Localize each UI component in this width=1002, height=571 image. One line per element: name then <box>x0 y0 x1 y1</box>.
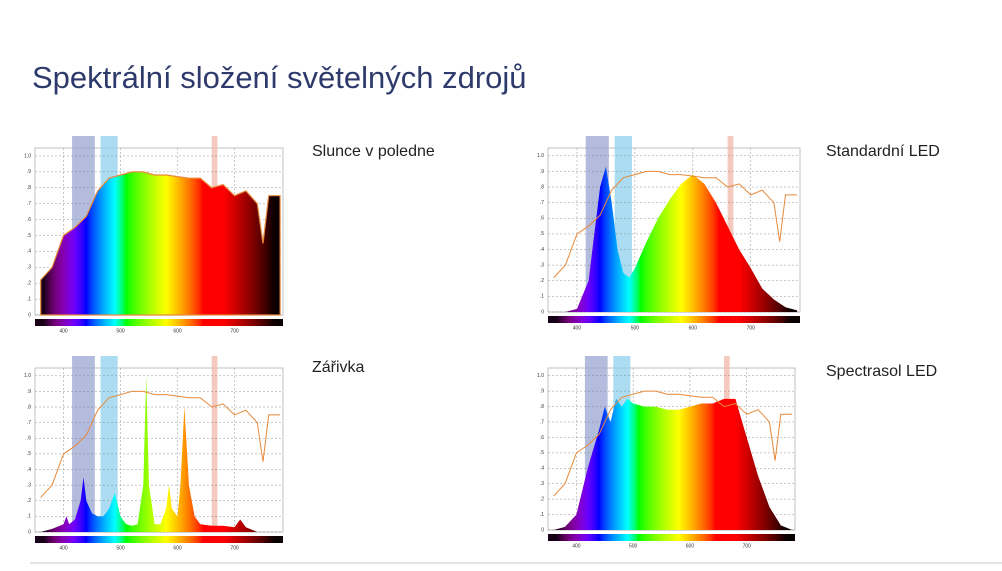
spectrum-bar <box>548 534 795 541</box>
y-tick-label: .8 <box>540 404 544 410</box>
reference-line <box>40 390 281 498</box>
y-tick-label: .2 <box>27 498 31 504</box>
y-tick-label: .6 <box>540 435 544 441</box>
x-tick-label: 600 <box>173 328 182 334</box>
y-tick-label: .5 <box>540 231 544 237</box>
chart-title: Zářivka <box>312 359 365 376</box>
y-tick-label: .1 <box>27 296 31 302</box>
chart-title: Slunce v poledne <box>312 143 435 160</box>
y-tick-label: .9 <box>540 169 544 175</box>
x-tick-label: 700 <box>230 545 239 551</box>
spectrum-area <box>40 171 281 316</box>
y-tick-label: .8 <box>27 404 31 410</box>
x-tick-label: 400 <box>572 543 581 549</box>
y-tick-label: .4 <box>540 466 544 472</box>
x-tick-label: 500 <box>629 543 638 549</box>
y-tick-label: .8 <box>27 185 31 191</box>
y-tick-label: .1 <box>27 514 31 520</box>
spectrum-bar <box>35 536 283 543</box>
y-tick-label: .2 <box>540 278 544 284</box>
y-tick-label: 0 <box>541 309 544 315</box>
y-tick-label: .5 <box>27 451 31 457</box>
x-tick-label: 500 <box>116 328 125 334</box>
x-tick-label: 700 <box>747 325 756 331</box>
spectrum-area <box>553 166 798 312</box>
y-tick-label: 0 <box>541 527 544 533</box>
y-tick-label: .6 <box>27 217 31 223</box>
highlight-band <box>100 356 118 532</box>
x-tick-label: 400 <box>59 328 68 334</box>
slide-title: Spektrální složení světelných zdrojů <box>32 60 527 95</box>
x-tick-label: 400 <box>573 325 582 331</box>
x-tick-label: 700 <box>743 543 752 549</box>
y-tick-label: .4 <box>540 247 544 253</box>
chart-title: Spectrasol LED <box>826 363 937 380</box>
spectrum-bar <box>35 319 283 326</box>
y-tick-label: .9 <box>27 169 31 175</box>
chart: 0 .1 .2 .3 .4 .5 .6 .7 .8 .9 1.0 400 500 600 700 Spectr… <box>537 356 937 549</box>
y-tick-label: 1.0 <box>537 373 544 379</box>
y-tick-label: .1 <box>540 294 544 300</box>
y-tick-label: .7 <box>540 200 544 206</box>
y-tick-label: 0 <box>28 312 31 318</box>
chart: 0 .1 .2 .3 .4 .5 .6 .7 .8 .9 1.0 400 500 600 700 Standa… <box>537 136 940 331</box>
y-tick-label: .3 <box>27 482 31 488</box>
chart-title: Standardní LED <box>826 143 940 160</box>
y-tick-label: 1.0 <box>537 153 544 159</box>
spectrum-area <box>553 398 793 530</box>
y-tick-label: 0 <box>28 529 31 535</box>
highlight-band <box>211 356 218 532</box>
y-tick-label: .6 <box>540 216 544 222</box>
y-tick-label: .9 <box>540 388 544 394</box>
highlight-band <box>727 136 734 312</box>
x-tick-label: 500 <box>631 325 640 331</box>
spectrum-bar <box>548 316 800 323</box>
y-tick-label: .1 <box>540 512 544 518</box>
y-tick-label: .7 <box>27 201 31 207</box>
x-tick-label: 600 <box>686 543 695 549</box>
y-tick-label: .6 <box>27 436 31 442</box>
y-tick-label: .3 <box>540 262 544 268</box>
chart: 0 .1 .2 .3 .4 .5 .6 .7 .8 .9 1.0 400 500 600 700 Zářivk… <box>24 356 365 551</box>
reference-line <box>553 390 793 497</box>
x-tick-label: 700 <box>230 328 239 334</box>
chart: 0 .1 .2 .3 .4 .5 .6 .7 .8 .9 1.0 400 500 600 700 Slunce… <box>24 136 435 334</box>
y-tick-label: .5 <box>27 233 31 239</box>
x-tick-label: 600 <box>173 545 182 551</box>
y-tick-label: .4 <box>27 249 31 255</box>
y-tick-label: .9 <box>27 389 31 395</box>
y-tick-label: .2 <box>540 496 544 502</box>
y-tick-label: .3 <box>27 265 31 271</box>
y-tick-label: .8 <box>540 184 544 190</box>
x-tick-label: 600 <box>689 325 698 331</box>
reference-line <box>553 170 798 278</box>
y-tick-label: .4 <box>27 467 31 473</box>
y-tick-label: 1.0 <box>24 153 31 159</box>
y-tick-label: .7 <box>540 419 544 425</box>
y-tick-label: .3 <box>540 481 544 487</box>
y-tick-label: .2 <box>27 281 31 287</box>
y-tick-label: 1.0 <box>24 373 31 379</box>
x-tick-label: 400 <box>59 545 68 551</box>
y-tick-label: .7 <box>27 420 31 426</box>
highlight-band <box>72 356 95 532</box>
y-tick-label: .5 <box>540 450 544 456</box>
x-tick-label: 500 <box>116 545 125 551</box>
